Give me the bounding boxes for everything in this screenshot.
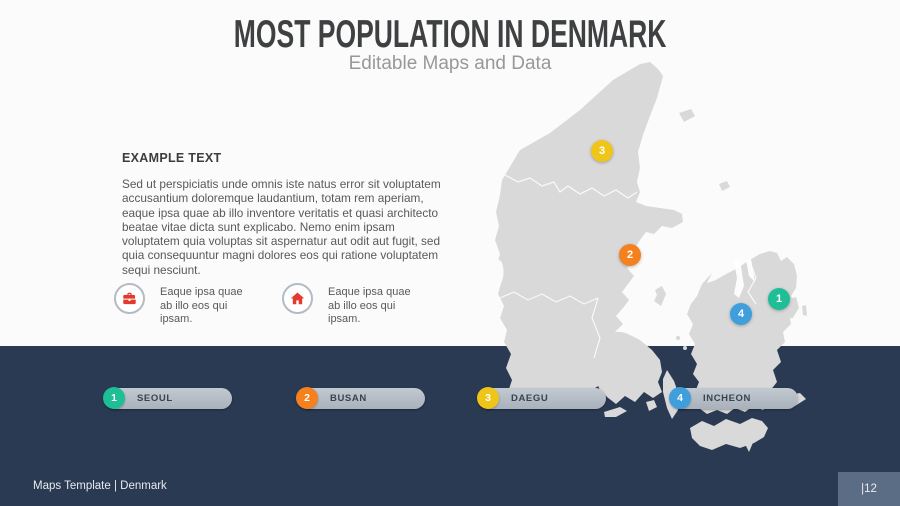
feature-item-briefcase[interactable]: Eaque ipsa quae ab illo eos qui ipsam. (114, 283, 255, 327)
footer-caption: Maps Template | Denmark (33, 480, 167, 492)
legend-label: BUSAN (330, 393, 367, 404)
page-number-box: |12 (838, 472, 900, 506)
feature-text: Eaque ipsa quae ab illo eos qui ipsam. (328, 286, 411, 325)
legend-item-incheon[interactable]: 4 INCHEON (669, 387, 798, 409)
home-icon (289, 290, 306, 307)
legend-item-busan[interactable]: 2 BUSAN (296, 387, 425, 409)
briefcase-icon (121, 290, 138, 307)
legend-label: INCHEON (703, 393, 752, 404)
legend-number-badge: 3 (477, 387, 499, 409)
legend-label: SEOUL (137, 393, 173, 404)
legend-item-daegu[interactable]: 3 DAEGU (477, 387, 606, 409)
page-title-wrap: MOST POPULATION IN DENMARK (0, 13, 900, 57)
page-number: |12 (861, 483, 877, 495)
feature-item-home[interactable]: Eaque ipsa quae ab illo eos qui ipsam. (282, 283, 423, 327)
map-marker-busan[interactable]: 2 (619, 244, 641, 266)
map-marker-incheon[interactable]: 4 (730, 303, 752, 325)
region-jutland (495, 62, 683, 408)
denmark-map[interactable] (450, 40, 900, 480)
feature-text: Eaque ipsa quae ab illo eos qui ipsam. (160, 286, 243, 325)
legend-number-badge: 1 (103, 387, 125, 409)
legend-label: DAEGU (511, 393, 549, 404)
map-marker-seoul[interactable]: 1 (768, 288, 790, 310)
feature-circle (114, 283, 145, 314)
region-lolland (690, 418, 768, 450)
region-borders (499, 174, 757, 359)
region-funen (594, 331, 662, 404)
example-text-heading: EXAMPLE TEXT (122, 151, 222, 165)
page-title: MOST POPULATION IN DENMARK (233, 13, 667, 56)
legend-number-badge: 2 (296, 387, 318, 409)
feature-circle (282, 283, 313, 314)
map-marker-daegu[interactable]: 3 (591, 140, 613, 162)
page-subtitle: Editable Maps and Data (348, 53, 552, 74)
legend-number-badge: 4 (669, 387, 691, 409)
example-text-body: Sed ut perspiciatis unde omnis iste natu… (122, 177, 441, 277)
legend-item-seoul[interactable]: 1 SEOUL (103, 387, 232, 409)
